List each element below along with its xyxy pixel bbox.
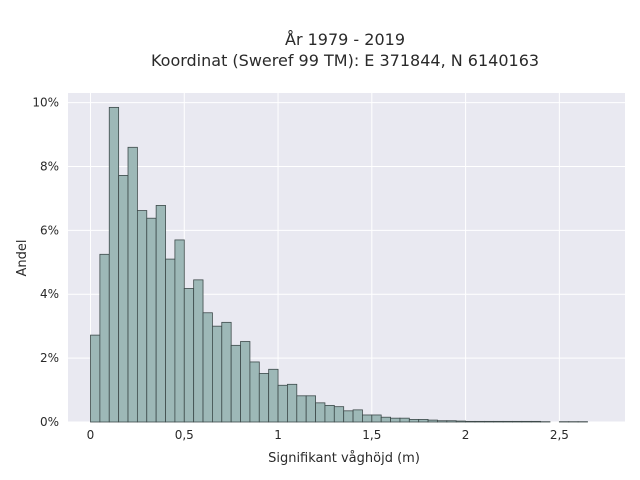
x-tick-label: 2,5 bbox=[550, 428, 569, 442]
x-tick-label: 2 bbox=[462, 428, 470, 442]
chart-title-line-1: År 1979 - 2019 bbox=[285, 30, 405, 49]
y-tick-label: 10% bbox=[32, 96, 59, 110]
x-tick-label: 0,5 bbox=[175, 428, 194, 442]
x-tick-label: 1,5 bbox=[362, 428, 381, 442]
histogram-bar bbox=[474, 420, 485, 423]
histogram-bar bbox=[380, 416, 391, 423]
x-axis-title: Signifikant våghöjd (m) bbox=[268, 451, 420, 466]
histogram-bar bbox=[333, 406, 345, 423]
histogram-bar bbox=[315, 402, 326, 423]
x-tick-label: 1 bbox=[274, 428, 282, 442]
histogram-bar bbox=[446, 420, 457, 423]
histogram-bar bbox=[183, 288, 195, 423]
histogram-bar bbox=[118, 175, 129, 423]
y-axis-title: Andel bbox=[15, 240, 30, 277]
histogram-bar bbox=[418, 419, 429, 423]
y-tick-label: 6% bbox=[40, 223, 59, 237]
histogram-bar bbox=[493, 420, 504, 423]
histogram-bar bbox=[287, 383, 298, 423]
y-tick-label: 8% bbox=[40, 159, 59, 173]
histogram-bar bbox=[362, 414, 373, 423]
histogram-bar bbox=[455, 420, 466, 423]
histogram-bar bbox=[174, 239, 185, 423]
histogram-bar bbox=[502, 420, 513, 423]
histogram-bar bbox=[268, 368, 279, 423]
histogram-bar bbox=[352, 409, 363, 423]
x-tick-label: 0 bbox=[87, 428, 95, 442]
histogram-bar bbox=[390, 417, 401, 423]
y-tick-label: 2% bbox=[40, 351, 59, 365]
histogram-bar bbox=[90, 334, 101, 423]
histogram-bar bbox=[258, 373, 270, 423]
histogram-bar bbox=[202, 312, 213, 423]
y-tick-label: 0% bbox=[40, 415, 59, 429]
histogram-bar bbox=[296, 395, 307, 423]
histogram-bar bbox=[427, 419, 438, 423]
x-axis-ticks: 0 0,5 1 1,5 2 2,5 bbox=[87, 428, 569, 442]
histogram-bar bbox=[99, 253, 110, 423]
histogram-bar bbox=[136, 210, 148, 423]
chart-title-line-2: Koordinat (Sweref 99 TM): E 371844, N 61… bbox=[151, 51, 539, 70]
histogram-bar bbox=[408, 419, 420, 423]
histogram-bar bbox=[230, 344, 241, 423]
histogram-bar bbox=[343, 410, 354, 423]
histogram-bar bbox=[371, 414, 382, 423]
histogram-bar bbox=[305, 395, 316, 423]
histogram-bar bbox=[399, 417, 410, 423]
histogram-bar bbox=[483, 420, 495, 423]
histogram-bar bbox=[512, 420, 523, 423]
histogram-bar bbox=[530, 420, 542, 423]
histogram-bar bbox=[221, 321, 232, 423]
histogram-bar bbox=[193, 279, 204, 423]
histogram-bar bbox=[155, 205, 166, 423]
histogram-bar bbox=[465, 420, 476, 423]
histogram-bar bbox=[165, 258, 176, 423]
y-tick-label: 4% bbox=[40, 287, 59, 301]
histogram-bar bbox=[108, 106, 120, 423]
histogram-bar bbox=[146, 217, 157, 423]
bars bbox=[90, 106, 588, 423]
histogram-bar bbox=[277, 384, 288, 423]
histogram-bar bbox=[212, 325, 223, 423]
histogram-bar bbox=[127, 146, 138, 423]
histogram-bar bbox=[240, 341, 251, 423]
y-axis-ticks: 0% 2% 4% 6% 8% 10% bbox=[32, 96, 59, 429]
histogram-bar bbox=[249, 361, 260, 423]
histogram-bar bbox=[521, 420, 532, 423]
histogram-bar bbox=[437, 420, 448, 423]
histogram-bar bbox=[324, 404, 335, 423]
